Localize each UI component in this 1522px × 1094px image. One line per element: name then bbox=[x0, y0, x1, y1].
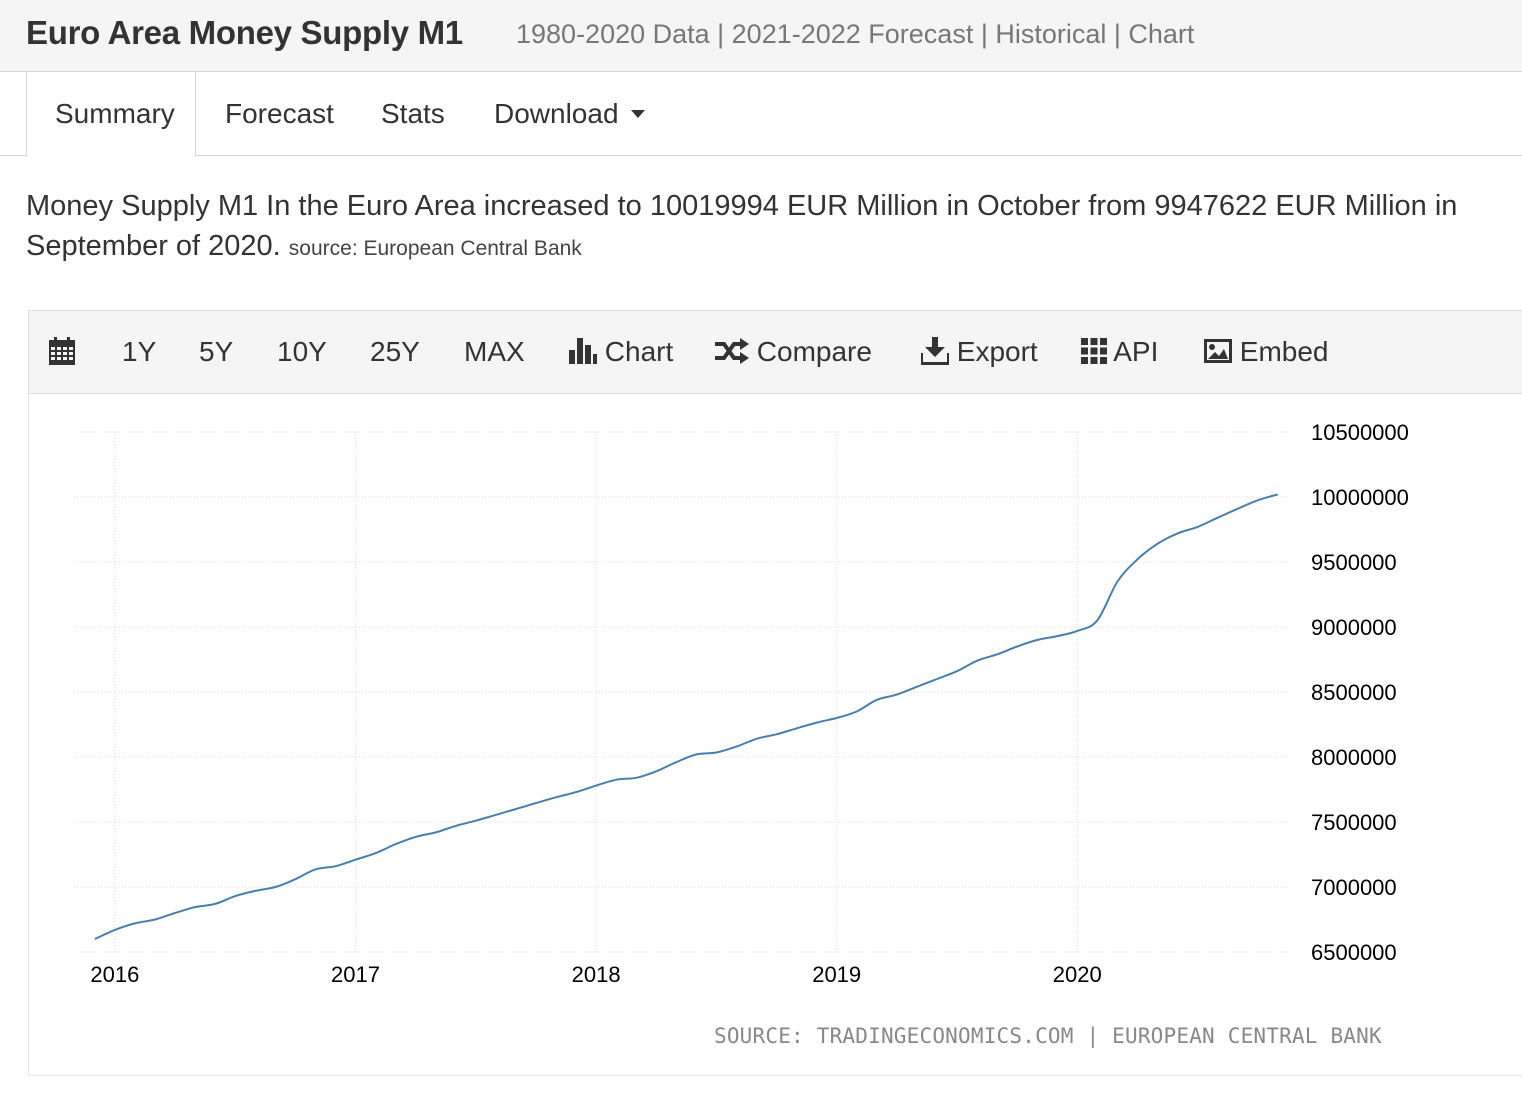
x-tick-label: 2019 bbox=[812, 962, 861, 987]
tab-bar: Summary Forecast Stats Download bbox=[0, 72, 1522, 157]
range-25y-button[interactable]: 25Y bbox=[370, 336, 420, 367]
page-subtitle[interactable]: 1980-2020 Data | 2021-2022 Forecast | Hi… bbox=[516, 19, 1195, 49]
summary-source[interactable]: source: European Central Bank bbox=[288, 237, 582, 260]
y-tick-label: 9500000 bbox=[1311, 550, 1397, 575]
y-tick-label: 10000000 bbox=[1311, 485, 1409, 510]
page-title: Euro Area Money Supply M1 bbox=[26, 14, 463, 51]
chart-source-footer[interactable]: SOURCE: TRADINGECONOMICS.COM | EUROPEAN … bbox=[714, 1024, 1382, 1048]
y-tick-label: 7000000 bbox=[1311, 875, 1397, 900]
x-tick-label: 2016 bbox=[90, 962, 139, 987]
range-10y-button[interactable]: 10Y bbox=[277, 336, 327, 367]
tab-summary[interactable]: Summary bbox=[26, 72, 196, 157]
shuffle-icon bbox=[715, 337, 749, 364]
calendar-button[interactable] bbox=[49, 311, 75, 393]
tab-download[interactable]: Download bbox=[494, 72, 645, 156]
chart-container: 6500000 7000000 7500000 8000000 8500000 90000… bbox=[28, 394, 1522, 1076]
compare-button[interactable]: Compare bbox=[715, 311, 872, 393]
series-line bbox=[94, 493, 1278, 940]
chart-type-button[interactable]: Chart bbox=[569, 311, 673, 393]
compare-label: Compare bbox=[756, 336, 872, 367]
x-tick-label: 2018 bbox=[572, 962, 621, 987]
title-bar: Euro Area Money Supply M1 1980-2020 Data… bbox=[0, 0, 1522, 72]
caret-down-icon bbox=[630, 110, 645, 119]
bar-chart-icon bbox=[569, 337, 597, 364]
chart-toolbar: 1Y 5Y 10Y 25Y MAX Chart Compare Export bbox=[28, 310, 1522, 394]
y-tick-label: 8000000 bbox=[1311, 745, 1397, 770]
tab-forecast[interactable]: Forecast bbox=[225, 72, 334, 156]
image-icon bbox=[1204, 338, 1232, 363]
range-1y-button[interactable]: 1Y bbox=[122, 336, 157, 367]
x-tick-label: 2020 bbox=[1053, 962, 1102, 987]
tab-forecast-label: Forecast bbox=[225, 98, 334, 129]
api-button[interactable]: API bbox=[1081, 311, 1158, 393]
y-tick-label: 8500000 bbox=[1311, 680, 1397, 705]
api-label: API bbox=[1113, 336, 1159, 367]
y-tick-label: 9000000 bbox=[1311, 615, 1397, 640]
calendar-icon bbox=[49, 336, 75, 365]
summary-description: Money Supply M1 In the Euro Area increas… bbox=[26, 186, 1522, 270]
tab-download-label: Download bbox=[494, 98, 619, 129]
download-icon bbox=[919, 336, 951, 366]
y-tick-label: 10500000 bbox=[1311, 420, 1409, 445]
export-label: Export bbox=[956, 336, 1038, 367]
y-tick-label: 7500000 bbox=[1311, 810, 1397, 835]
range-5y-button[interactable]: 5Y bbox=[199, 336, 234, 367]
grid-icon bbox=[1081, 337, 1107, 364]
tab-summary-label: Summary bbox=[55, 98, 175, 129]
embed-label: Embed bbox=[1239, 336, 1329, 367]
summary-text: Money Supply M1 In the Euro Area increas… bbox=[26, 190, 1458, 262]
money-supply-chart[interactable]: 6500000 7000000 7500000 8000000 8500000 90000… bbox=[29, 394, 1522, 1076]
chart-type-label: Chart bbox=[604, 336, 674, 367]
tab-stats-label: Stats bbox=[381, 98, 445, 129]
x-tick-label: 2017 bbox=[331, 962, 380, 987]
embed-button[interactable]: Embed bbox=[1204, 311, 1329, 393]
range-max-button[interactable]: MAX bbox=[464, 336, 525, 367]
export-button[interactable]: Export bbox=[919, 311, 1038, 393]
tab-stats[interactable]: Stats bbox=[381, 72, 445, 156]
y-tick-label: 6500000 bbox=[1311, 940, 1397, 965]
